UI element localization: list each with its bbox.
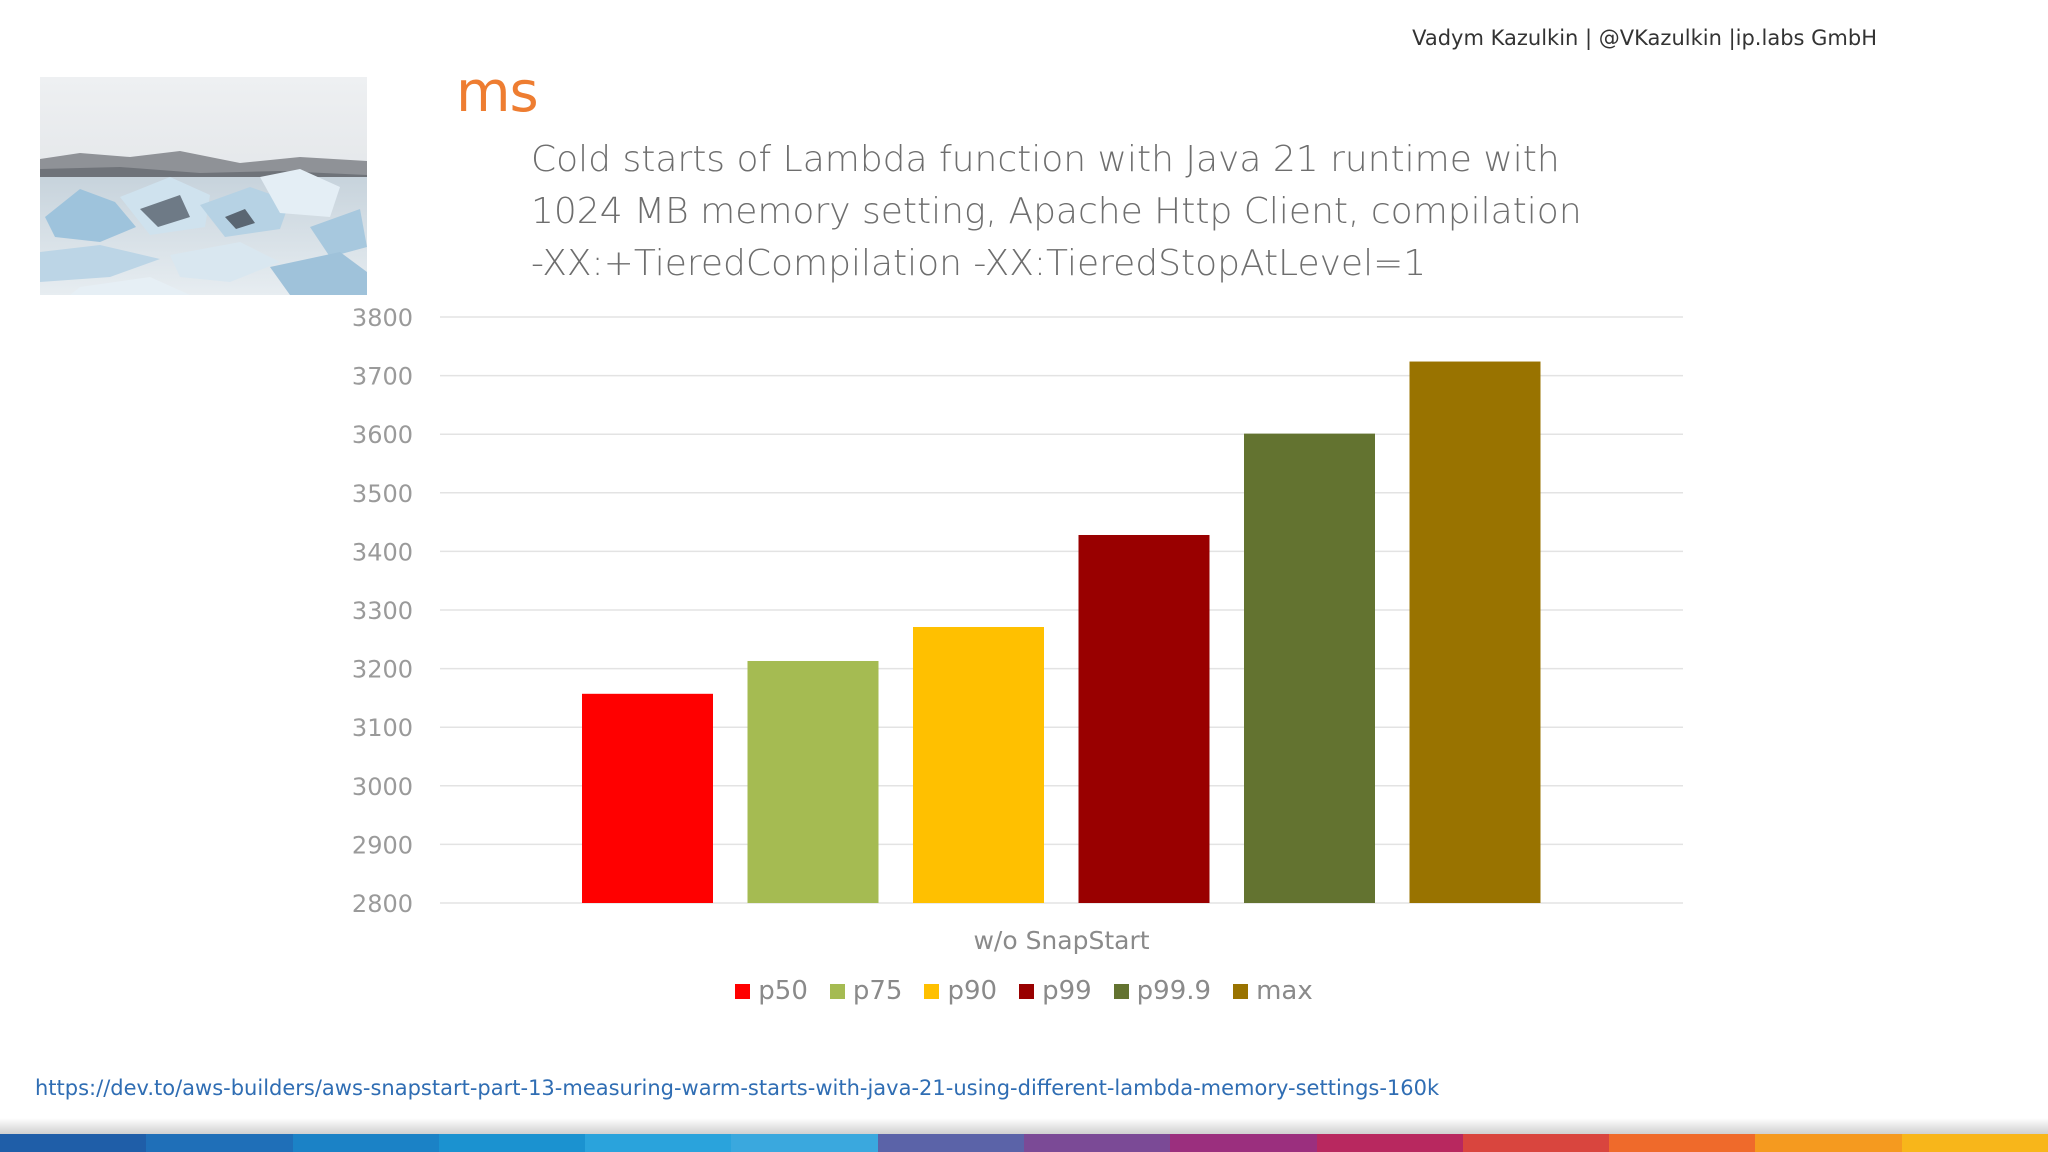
y-tick-label: 2800: [352, 890, 413, 918]
chart-title: Cold starts of Lambda function with Java…: [531, 134, 1631, 290]
legend-label: p75: [852, 976, 903, 1006]
y-tick-label: 3300: [352, 597, 413, 625]
legend-swatch: [829, 983, 845, 999]
bar-p50: [582, 693, 713, 903]
chart-title-line: Cold starts of Lambda function with Java…: [531, 139, 1560, 180]
legend-item: p50: [735, 976, 808, 1006]
footer-shadow: [0, 1118, 2048, 1134]
footer-bar-segment: [146, 1134, 293, 1152]
iceberg-photo: [40, 77, 367, 295]
footer-bar-segment: [1901, 1134, 2048, 1152]
y-tick-label: 3800: [352, 304, 413, 332]
legend-label: p99.9: [1136, 976, 1212, 1006]
bar-p90: [913, 626, 1044, 903]
footer-bar-segment: [731, 1134, 878, 1152]
legend-swatch: [1233, 983, 1249, 999]
footer-bar-segment: [1462, 1134, 1610, 1152]
footer-bar-segment: [1755, 1134, 1902, 1152]
chart-title-line: 1024 MB memory setting, Apache Http Clie…: [531, 191, 1582, 232]
legend-item: max: [1233, 976, 1313, 1006]
y-tick-label: 3500: [352, 480, 413, 508]
legend-swatch: [735, 983, 751, 999]
footer-bar-segment: [0, 1134, 147, 1152]
chart-legend: p50 p75 p90 p99 p99.9 max: [0, 976, 2048, 1006]
author-credit: Vadym Kazulkin | @VKazulkin |ip.labs Gmb…: [1412, 26, 1877, 50]
legend-item: p99: [1019, 976, 1092, 1006]
footer-bar-segment: [585, 1134, 732, 1152]
unit-label: ms: [456, 60, 539, 125]
chart-title-line: -XX:+TieredCompilation -XX:TieredStopAtL…: [531, 243, 1427, 284]
footer-bar-segment: [1023, 1134, 1171, 1152]
legend-label: p90: [947, 976, 998, 1006]
legend-label: p99: [1042, 976, 1092, 1006]
legend-swatch: [924, 983, 940, 999]
bar-p75: [747, 660, 879, 903]
footer-bar-segment: [1170, 1134, 1317, 1152]
legend-label: p50: [758, 976, 808, 1006]
y-tick-label: 3700: [352, 363, 413, 391]
y-tick-label: 2900: [352, 831, 413, 859]
legend-item: p75: [829, 976, 903, 1006]
legend-swatch: [1113, 983, 1129, 999]
footer-bar-segment: [438, 1134, 586, 1152]
source-link[interactable]: https://dev.to/aws-builders/aws-snapstar…: [35, 1076, 1440, 1100]
footer-bar-segment: [292, 1134, 439, 1152]
bar-chart: 3800 3700 3600 3500 3400 3300 3200 3100 3000 2900…: [352, 304, 1683, 955]
legend-label: max: [1256, 976, 1313, 1006]
bar-max: [1409, 361, 1541, 903]
legend-item: p99.9: [1113, 976, 1212, 1006]
y-tick-label: 3100: [352, 714, 413, 742]
y-tick-label: 3400: [352, 538, 413, 566]
footer-color-bar: [0, 1134, 2048, 1152]
x-category-label: w/o SnapStart: [973, 926, 1149, 955]
legend-item: p90: [924, 976, 997, 1006]
y-tick-label: 3200: [352, 656, 413, 684]
y-tick-label: 3000: [352, 773, 413, 801]
footer-bar-segment: [877, 1134, 1024, 1152]
bar-p99: [1078, 534, 1210, 903]
footer-bar-segment: [1609, 1134, 1756, 1152]
footer-bar-segment: [1316, 1134, 1463, 1152]
y-tick-label: 3600: [352, 421, 413, 449]
legend-swatch: [1019, 983, 1035, 999]
bar-p99-9: [1244, 433, 1375, 903]
